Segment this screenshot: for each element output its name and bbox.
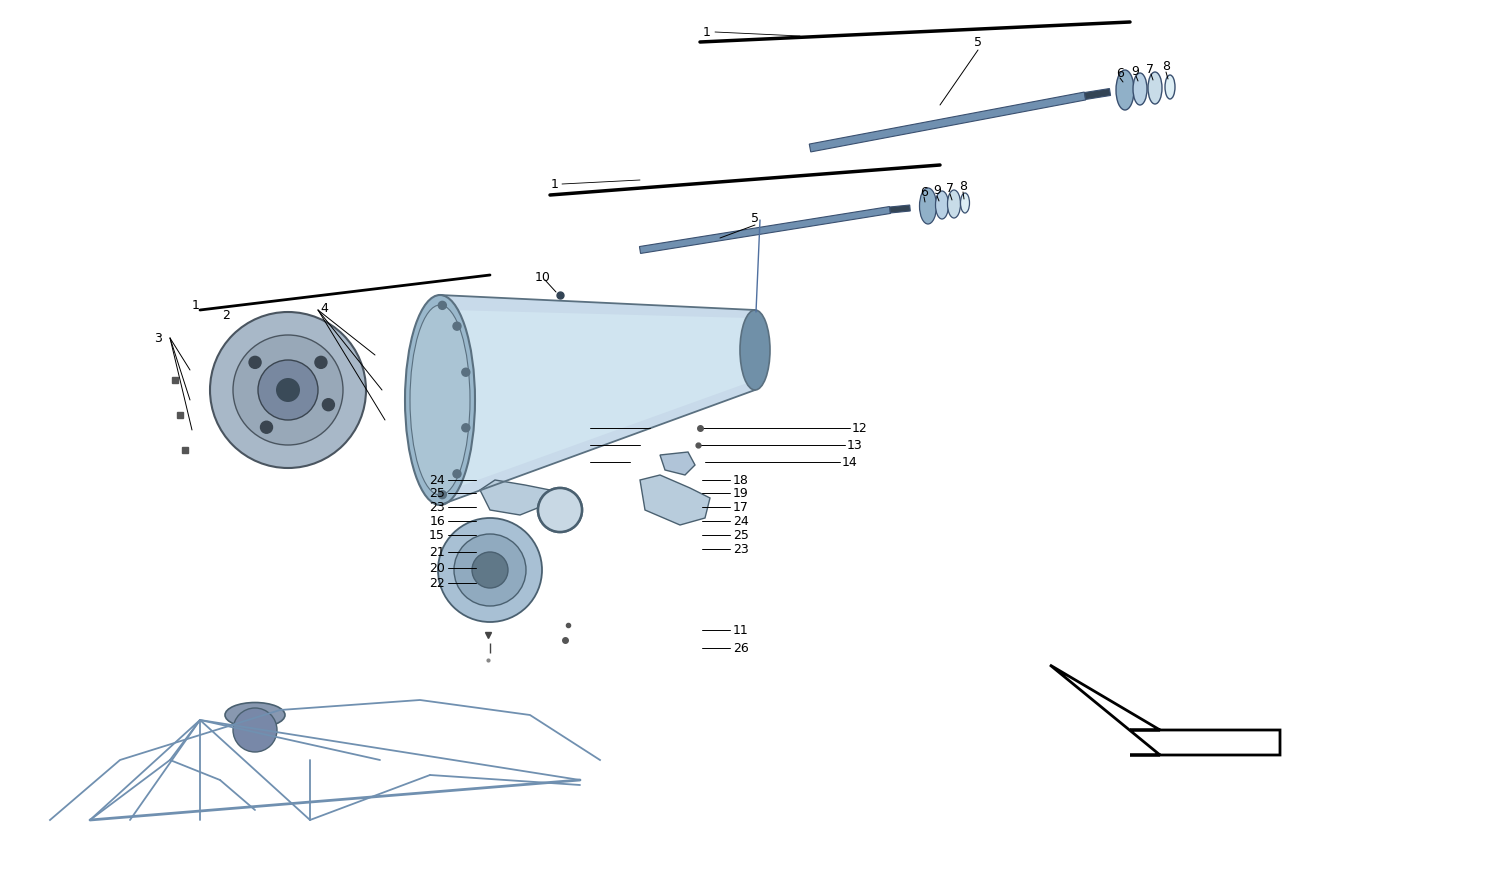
Polygon shape [1050,665,1280,755]
Circle shape [453,322,460,330]
Text: 25: 25 [429,487,445,499]
Ellipse shape [948,190,960,218]
Text: 14: 14 [842,456,858,468]
Text: 5: 5 [752,212,759,224]
Text: 17: 17 [734,500,748,514]
Text: 11: 11 [734,624,748,636]
Polygon shape [639,206,891,254]
Text: 6: 6 [1116,67,1124,79]
Circle shape [438,490,447,498]
Text: 5: 5 [974,36,982,48]
Text: 15: 15 [429,529,445,541]
Text: 10: 10 [536,271,550,284]
Text: 9: 9 [1131,64,1138,77]
Text: 9: 9 [933,183,940,197]
Circle shape [258,360,318,420]
Circle shape [538,488,582,532]
Circle shape [454,534,526,606]
Text: 8: 8 [958,180,968,192]
Text: 7: 7 [1146,62,1154,76]
Text: 24: 24 [734,514,748,528]
Text: 4: 4 [320,302,328,314]
Polygon shape [660,452,694,475]
Circle shape [210,312,366,468]
Circle shape [438,518,542,622]
Circle shape [322,399,334,410]
Text: 7: 7 [946,182,954,195]
Ellipse shape [1116,70,1134,110]
Text: 6: 6 [920,185,928,198]
Text: 23: 23 [734,543,748,555]
Text: 25: 25 [734,529,748,541]
Text: 21: 21 [429,546,445,559]
Ellipse shape [936,191,948,219]
Ellipse shape [1132,73,1148,105]
Polygon shape [440,295,754,505]
Ellipse shape [410,305,470,495]
Circle shape [462,368,470,376]
Text: 16: 16 [429,514,445,528]
Ellipse shape [960,193,969,213]
Text: 1: 1 [550,177,560,190]
Text: 13: 13 [847,439,862,451]
Polygon shape [810,92,1086,152]
Ellipse shape [1166,75,1174,99]
Circle shape [438,302,447,310]
Polygon shape [450,310,750,490]
Ellipse shape [920,188,936,224]
Text: 26: 26 [734,642,748,654]
Text: 1: 1 [192,298,200,312]
Polygon shape [480,480,550,515]
Circle shape [261,421,273,433]
Ellipse shape [740,310,770,390]
Circle shape [249,356,261,368]
Polygon shape [1084,88,1110,100]
Text: 12: 12 [852,422,867,434]
Text: 2: 2 [222,309,230,321]
Text: 22: 22 [429,577,445,589]
Text: 20: 20 [429,562,445,575]
Ellipse shape [1148,72,1162,104]
Ellipse shape [405,295,476,505]
Circle shape [232,335,344,445]
Circle shape [276,378,300,402]
Text: 24: 24 [429,473,445,487]
Circle shape [462,424,470,432]
Text: 3: 3 [154,331,162,344]
Text: 18: 18 [734,473,748,487]
Circle shape [315,356,327,368]
Ellipse shape [225,702,285,727]
Polygon shape [640,475,710,525]
Circle shape [472,552,508,588]
Text: 8: 8 [1162,60,1170,72]
Text: 23: 23 [429,500,445,514]
Text: 19: 19 [734,487,748,499]
Circle shape [232,708,278,752]
Circle shape [453,470,460,478]
Polygon shape [890,205,910,213]
Text: 1: 1 [704,26,711,38]
